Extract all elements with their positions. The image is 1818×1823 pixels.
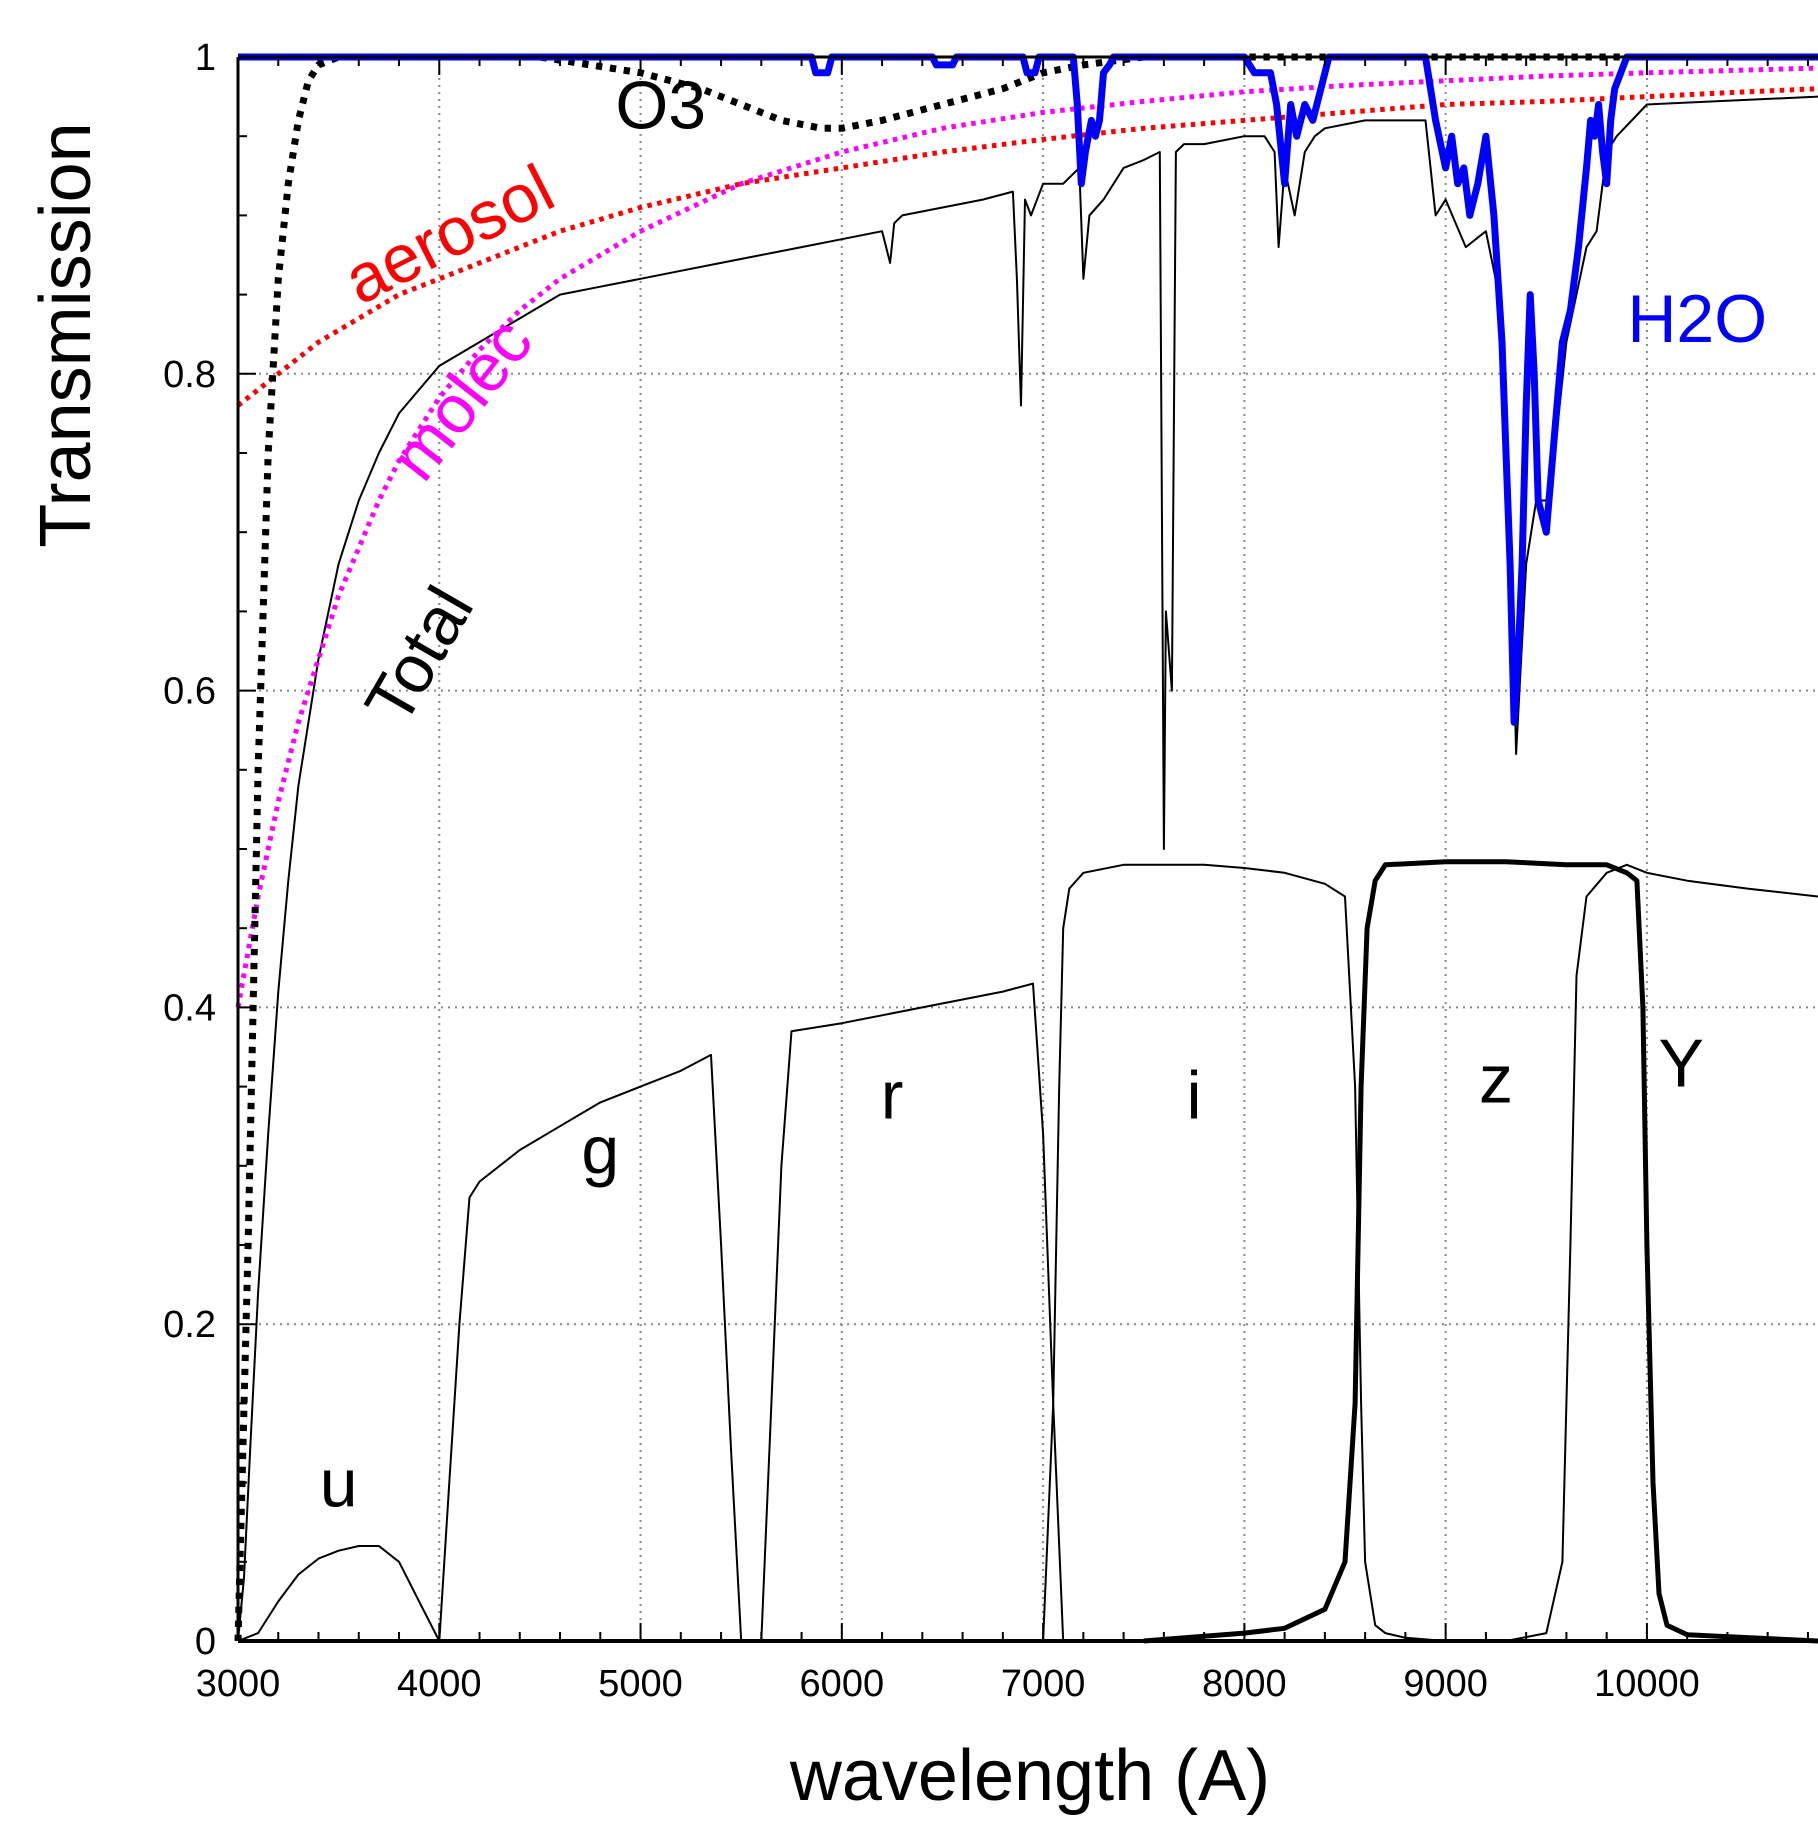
series-o3-line	[234, 53, 1818, 1642]
annotation-label: aerosol	[332, 150, 565, 319]
series-aerosol-line	[236, 86, 1818, 408]
series-y-line	[1505, 863, 1818, 1642]
y-tick-label: 0.2	[163, 1304, 216, 1346]
annotation-label: z	[1479, 1041, 1513, 1117]
x-tick-label: 9000	[1403, 1663, 1488, 1705]
y-tick-label: 0.6	[163, 671, 216, 713]
axes: 3000 4000 5000 6000 7000 8000 9000 10000 0 0.2 0.4…	[163, 37, 1818, 1705]
y-axis-label: Transmission	[26, 122, 106, 547]
annotation-label: i	[1186, 1057, 1201, 1133]
series-g-line	[438, 1053, 743, 1642]
x-tick-label: 3000	[196, 1663, 281, 1705]
x-tick-label: 5000	[598, 1663, 683, 1705]
annotation-label: r	[881, 1057, 904, 1133]
annotation-label: H2O	[1627, 281, 1767, 357]
y-tick-label: 0.4	[163, 987, 216, 1029]
x-tick-label: 10000	[1594, 1663, 1700, 1705]
series-z-line	[1143, 859, 1818, 1644]
annotation-label: molec	[376, 304, 548, 494]
x-tick-label: 7000	[1001, 1663, 1086, 1705]
y-tick-label: 0.8	[163, 354, 216, 396]
annotation-label: u	[320, 1445, 358, 1521]
annotation-label: Y	[1658, 1026, 1703, 1102]
grid	[237, 56, 1818, 1642]
series-h2o-line	[238, 53, 1818, 726]
series-u-line	[237, 1545, 441, 1642]
annotation-label: O3	[615, 67, 706, 143]
x-tick-label: 6000	[800, 1663, 885, 1705]
annotation-label: Total	[351, 574, 489, 736]
series-molec-line	[235, 65, 1818, 1008]
series-layer	[234, 53, 1818, 1644]
series-r-line	[760, 982, 1065, 1642]
series-i-line	[1042, 863, 1446, 1642]
y-tick-label: 0	[195, 1621, 216, 1663]
y-tick-label: 1	[195, 37, 216, 79]
x-axis-label: wavelength (A)	[789, 1736, 1270, 1816]
annotation-label: g	[581, 1113, 619, 1189]
x-tick-label: 8000	[1202, 1663, 1287, 1705]
x-tick-label: 4000	[397, 1663, 482, 1705]
